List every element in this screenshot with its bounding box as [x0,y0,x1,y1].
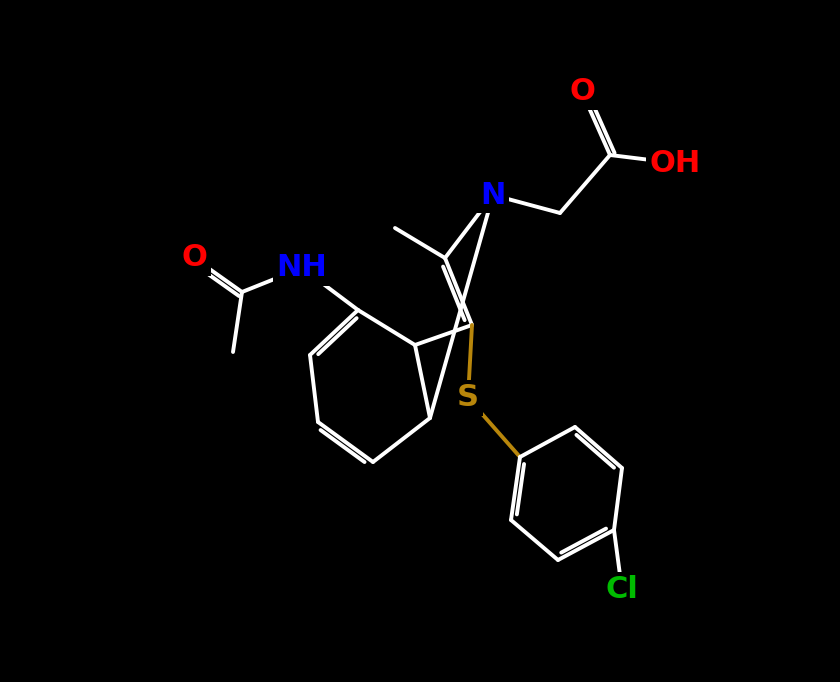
Text: NH: NH [276,254,328,282]
Text: O: O [569,78,595,106]
Text: N: N [480,181,506,209]
Text: Cl: Cl [606,576,638,604]
Text: OH: OH [649,149,701,177]
Text: O: O [181,243,207,273]
Text: S: S [457,383,479,413]
